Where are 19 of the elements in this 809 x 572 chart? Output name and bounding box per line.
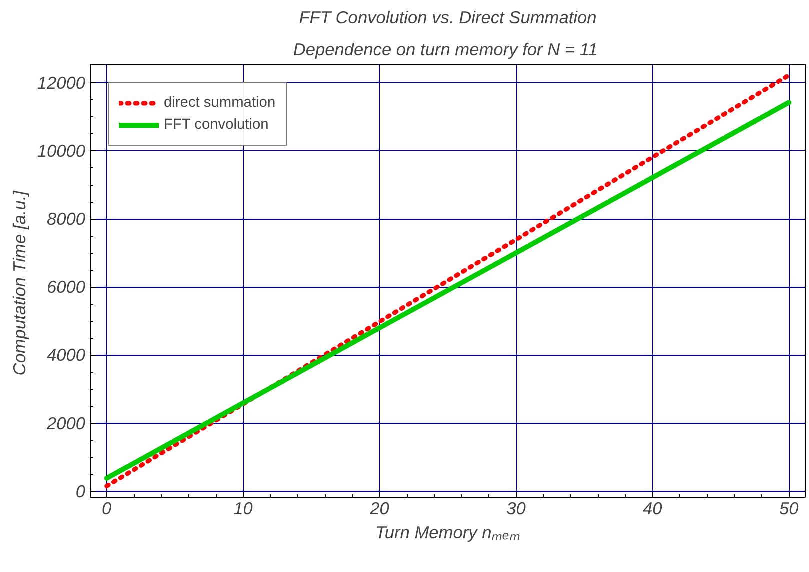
y-tick-label: 0: [76, 481, 86, 502]
y-tick-label: 4000: [46, 345, 86, 366]
chart-subtitle: Dependence on turn memory for N = 11: [293, 40, 598, 60]
x-tick-label: 20: [369, 498, 390, 518]
x-tick-label: 30: [506, 498, 526, 518]
legend-label: FFT convolution: [164, 117, 269, 133]
y-tick-label: 6000: [46, 277, 86, 298]
y-tick-label: 2000: [46, 413, 86, 434]
x-tick-label: 10: [234, 498, 254, 518]
x-tick-label: 40: [643, 498, 663, 518]
y-tick-label: 12000: [37, 72, 86, 93]
chart-title: FFT Convolution vs. Direct Summation: [299, 8, 597, 28]
legend-label: direct summation: [164, 95, 276, 111]
x-tick-label: 50: [779, 498, 800, 518]
x-axis-title: Turn Memory nₘₑₘ: [376, 522, 520, 542]
y-tick-label: 10000: [37, 140, 86, 161]
y-tick-label: 8000: [46, 209, 86, 230]
y-axis-title: Computation Time [a.u.]: [9, 190, 30, 376]
x-tick-label: 0: [102, 498, 112, 518]
